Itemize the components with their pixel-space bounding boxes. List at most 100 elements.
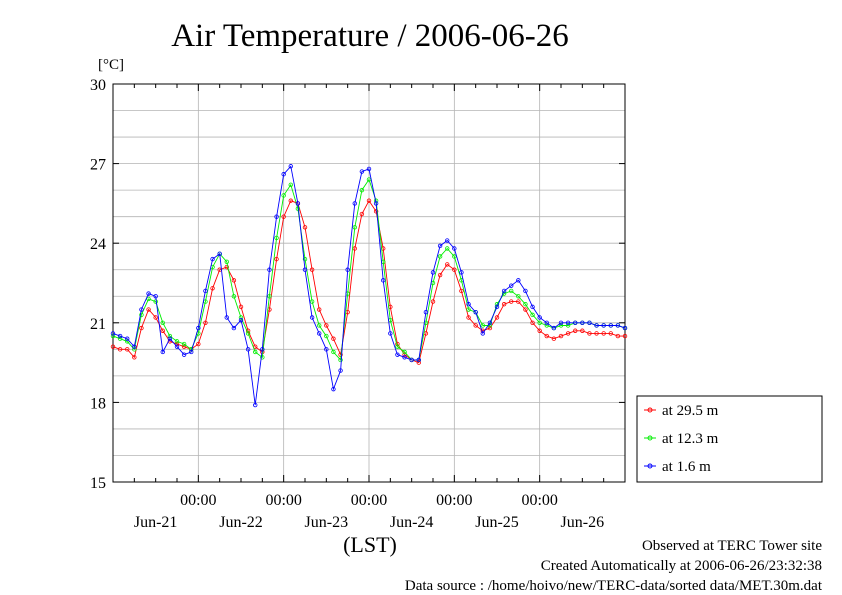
data-point [274, 235, 279, 241]
data-point [331, 336, 336, 341]
series-line [112, 199, 625, 364]
legend-box [636, 395, 823, 483]
data-point [587, 320, 592, 325]
data-point [288, 198, 293, 203]
data-point [445, 262, 450, 267]
data-point [274, 256, 279, 262]
data-point [338, 368, 343, 373]
y-tick-label: 27 [90, 157, 106, 174]
data-point [245, 331, 251, 336]
data-point [295, 201, 301, 206]
data-point [402, 349, 407, 355]
data-point [437, 254, 443, 259]
data-point [352, 225, 357, 230]
data-point [253, 349, 258, 355]
data-point [594, 331, 599, 336]
data-point [274, 214, 279, 219]
data-point [331, 349, 336, 355]
data-point [452, 246, 457, 251]
data-point [267, 267, 272, 272]
data-point [196, 325, 201, 331]
data-point [423, 309, 429, 315]
y-tick-label: 15 [90, 475, 106, 492]
data-point [544, 320, 549, 325]
data-point [317, 307, 322, 312]
data-point [345, 267, 350, 272]
data-point [509, 283, 514, 288]
data-point [523, 307, 528, 312]
x-tick-label: 00:00 [436, 492, 472, 509]
data-point [146, 296, 151, 302]
data-point [430, 299, 436, 304]
data-point [231, 278, 237, 283]
created-note: Created Automatically at 2006-06-26/23:3… [541, 558, 822, 574]
data-point [317, 323, 322, 328]
x-day-label: Jun-26 [561, 514, 605, 531]
data-point [288, 164, 293, 169]
data-point [288, 182, 293, 188]
data-point [402, 355, 407, 360]
data-point [117, 336, 123, 341]
data-point [530, 312, 535, 318]
data-point [544, 333, 549, 339]
data-point [352, 201, 357, 206]
data-point [537, 315, 542, 320]
series-layer [110, 164, 628, 408]
data-point [359, 187, 365, 193]
data-point [537, 320, 542, 325]
legend-marker [647, 463, 653, 469]
data-point [253, 402, 258, 408]
x-day-label: Jun-22 [219, 514, 263, 531]
data-point [608, 323, 613, 328]
data-point [117, 333, 123, 339]
data-point [238, 315, 244, 320]
data-point [260, 347, 265, 352]
data-point [359, 169, 365, 174]
data-point [309, 315, 315, 320]
series-line [112, 178, 626, 361]
series-at-1-6-m [110, 164, 628, 408]
data-point [416, 357, 421, 363]
y-tick-label: 18 [90, 395, 106, 412]
data-point [359, 211, 365, 217]
data-point [117, 347, 123, 352]
data-point [174, 339, 180, 344]
data-point [224, 264, 229, 270]
x-day-label: Jun-25 [475, 514, 519, 531]
data-point [580, 320, 585, 325]
data-point [416, 360, 421, 365]
data-point [501, 288, 507, 294]
x-tick-label: 00:00 [180, 492, 216, 509]
data-point [224, 315, 229, 320]
data-point [622, 325, 628, 331]
data-point [231, 294, 237, 299]
data-point [324, 323, 329, 328]
data-point [203, 288, 208, 294]
data-point [594, 323, 599, 328]
data-point [509, 288, 514, 294]
y-tick-label: 21 [90, 316, 106, 333]
data-point [324, 333, 329, 339]
y-tick-label: 30 [90, 77, 106, 94]
data-point [189, 349, 194, 355]
data-point [473, 309, 478, 315]
data-point [181, 352, 187, 357]
data-point [210, 256, 215, 262]
data-point [601, 323, 606, 328]
data-point [487, 320, 493, 325]
data-point [167, 336, 173, 341]
data-point [309, 267, 315, 272]
data-point [558, 323, 564, 328]
data-point [132, 344, 137, 349]
data-point [573, 328, 578, 333]
data-point [487, 325, 493, 331]
data-point [281, 193, 286, 198]
data-point [430, 270, 436, 275]
data-point [181, 341, 187, 347]
data-point [452, 254, 457, 259]
series-line [112, 165, 626, 406]
legend: at 29.5 m at 12.3 m at 1.6 m [644, 403, 719, 475]
data-point [238, 317, 244, 323]
